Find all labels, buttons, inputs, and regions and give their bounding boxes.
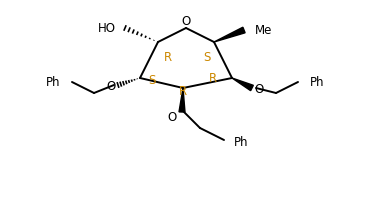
Polygon shape — [232, 78, 253, 91]
Text: Me: Me — [255, 23, 272, 36]
Text: HO: HO — [98, 21, 116, 34]
Text: Ph: Ph — [310, 75, 325, 88]
Text: R: R — [164, 50, 172, 63]
Text: R: R — [179, 85, 187, 98]
Text: O: O — [181, 15, 191, 28]
Text: O: O — [254, 83, 263, 96]
Text: Ph: Ph — [46, 75, 60, 88]
Text: S: S — [203, 50, 211, 63]
Polygon shape — [179, 88, 185, 112]
Polygon shape — [214, 27, 245, 42]
Text: Ph: Ph — [234, 136, 249, 149]
Text: O: O — [168, 111, 177, 124]
Text: O: O — [107, 80, 116, 93]
Text: S: S — [148, 73, 156, 86]
Text: R: R — [209, 72, 217, 85]
